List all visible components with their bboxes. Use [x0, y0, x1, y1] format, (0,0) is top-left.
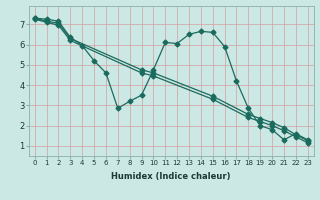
- X-axis label: Humidex (Indice chaleur): Humidex (Indice chaleur): [111, 172, 231, 181]
